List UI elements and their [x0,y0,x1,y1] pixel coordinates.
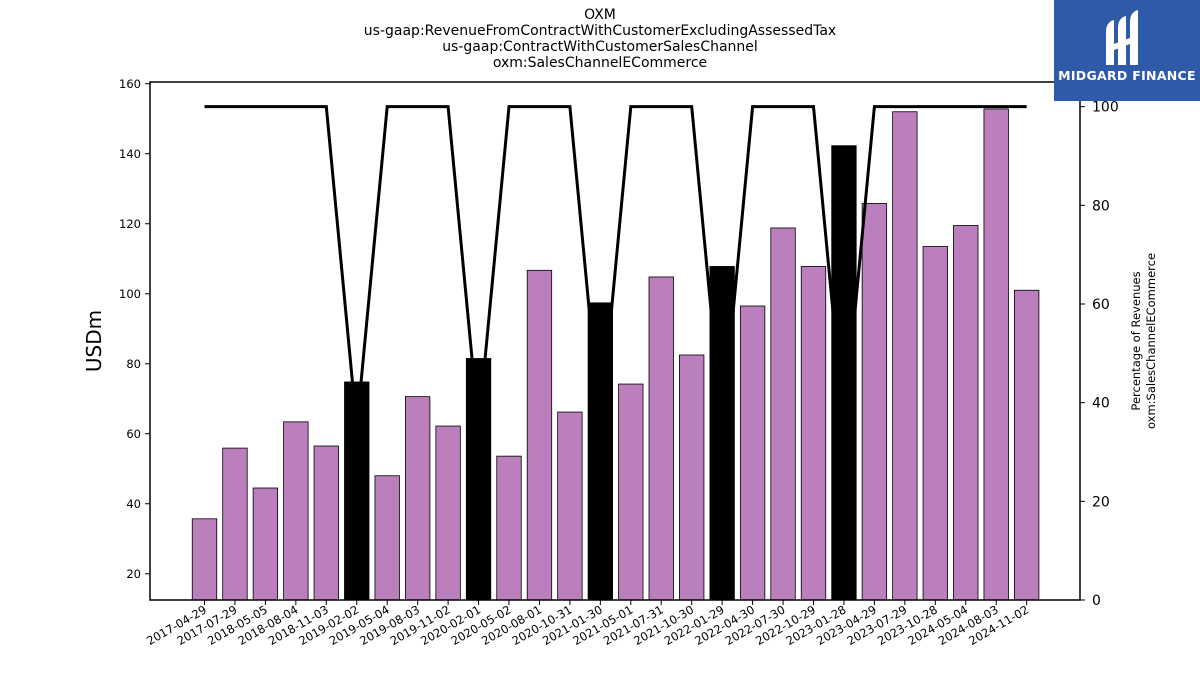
y2-tick-label: 0 [1092,593,1101,609]
bar [222,447,248,601]
chart-title-line-4: oxm:SalesChannelECommerce [492,55,708,71]
y2-tick-label: 20 [1092,494,1110,510]
bar [526,269,553,601]
bar [191,518,218,601]
percentage-line [204,105,1027,428]
bar [953,225,979,601]
bar [374,475,400,601]
bar [831,145,857,601]
y-axis-label: USDm [82,310,106,372]
bar [557,411,583,601]
bar [709,266,735,601]
bar [800,266,827,601]
y2-tick-label: 80 [1092,198,1110,214]
chart-title-line-1: OXM [584,7,616,23]
y-tick-label: 80 [126,357,141,371]
y2-axis-label-line-2: oxm:SalesChannelECommerce [1144,253,1158,429]
y-tick-label: 40 [126,497,141,511]
bar [922,246,948,601]
y2-tick-label: 60 [1092,297,1110,313]
bar [892,111,918,601]
bar [313,445,339,601]
y-tick-label: 60 [126,427,141,441]
chart-title-line-3: us-gaap:ContractWithCustomerSalesChannel [442,39,758,55]
midgard-finance-logo: MIDGARD FINANCE [1054,0,1200,101]
chart-title-line-2: us-gaap:RevenueFromContractWithCustomerE… [363,23,837,39]
bar [648,276,674,601]
bar [465,358,492,601]
y-tick-label: 160 [119,77,141,91]
bar [496,455,522,601]
bar [1014,289,1040,601]
y2-tick-label: 40 [1092,396,1110,412]
y-tick-label: 100 [119,287,141,301]
bar [435,425,461,601]
y-tick-label: 20 [126,567,141,581]
y2-tick-label: 100 [1092,100,1119,116]
bar [404,396,431,601]
bar [618,383,644,601]
plot-frame [149,81,1081,601]
bar [252,487,279,601]
bar [283,421,309,601]
logo-text: MIDGARD FINANCE [1058,68,1196,83]
bar-group [191,108,1040,601]
axes: 204060801001201401600204060801002017-04-… [82,77,1158,648]
bar [679,354,705,601]
bar [739,305,766,601]
line-series [204,105,1027,428]
bar [983,108,1009,601]
logo-mark-icon [1106,10,1138,65]
bar [770,227,796,601]
y-tick-label: 140 [119,147,141,161]
bar [861,203,888,601]
y2-axis-label-line-1: Percentage of Revenues [1129,271,1143,410]
y-tick-label: 120 [119,217,141,231]
